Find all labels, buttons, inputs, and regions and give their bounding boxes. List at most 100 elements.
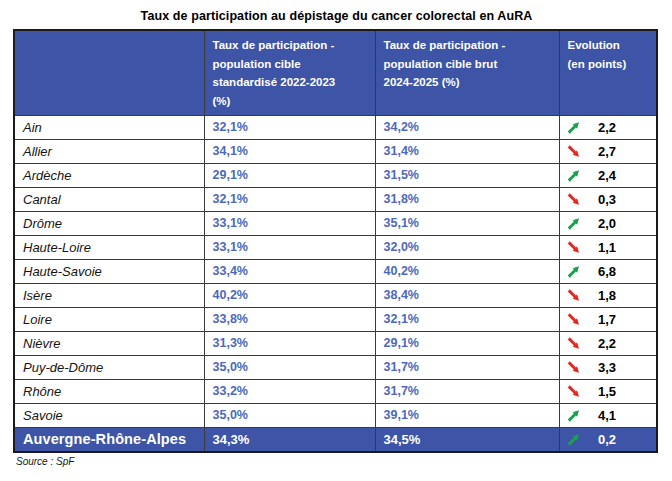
evolution-cell: 2,2 bbox=[559, 115, 657, 139]
rate-brut: 31,5% bbox=[375, 163, 559, 187]
rate-standardized: 33,1% bbox=[204, 235, 375, 259]
trend-down-arrow-icon bbox=[566, 360, 581, 375]
table-body: Ain 32,1% 34,2% 2,2 Allier 34,1% 31,4% 2… bbox=[14, 115, 657, 427]
table-row: Haute-Loire 33,1% 32,0% 1,1 bbox=[14, 235, 657, 259]
rate-brut: 31,8% bbox=[375, 187, 559, 211]
department-name: Ardèche bbox=[14, 163, 204, 187]
rate-standardized: 40,2% bbox=[204, 283, 375, 307]
trend-down-arrow-icon bbox=[566, 288, 581, 303]
rate-brut: 34,2% bbox=[375, 115, 559, 139]
rate-standardized: 34,1% bbox=[204, 139, 375, 163]
table-row: Rhône 33,2% 31,7% 1,5 bbox=[14, 379, 657, 403]
evolution-value: 2,4 bbox=[598, 168, 616, 183]
rate-brut: 32,0% bbox=[375, 235, 559, 259]
rate-brut: 29,1% bbox=[375, 331, 559, 355]
total-evolution-cell: 0,2 bbox=[559, 427, 657, 452]
evolution-cell: 3,3 bbox=[559, 355, 657, 379]
evolution-cell: 2,7 bbox=[559, 139, 657, 163]
rate-brut: 31,7% bbox=[375, 355, 559, 379]
trend-down-arrow-icon bbox=[566, 312, 581, 327]
department-name: Rhône bbox=[14, 379, 204, 403]
evolution-cell: 1,5 bbox=[559, 379, 657, 403]
trend-up-arrow-icon bbox=[566, 216, 581, 231]
evolution-value: 4,1 bbox=[598, 408, 616, 423]
data-table: Taux de participation - population cible… bbox=[13, 29, 658, 453]
trend-down-arrow-icon bbox=[566, 192, 581, 207]
rate-standardized: 33,1% bbox=[204, 211, 375, 235]
trend-up-arrow-icon bbox=[566, 168, 581, 183]
header-row: Taux de participation - population cible… bbox=[14, 30, 657, 115]
header-cell-evolution: Evolution (en points) bbox=[559, 30, 657, 115]
table-row: Ain 32,1% 34,2% 2,2 bbox=[14, 115, 657, 139]
rate-brut: 35,1% bbox=[375, 211, 559, 235]
department-name: Ain bbox=[14, 115, 204, 139]
rate-brut: 31,7% bbox=[375, 379, 559, 403]
evolution-cell: 1,7 bbox=[559, 307, 657, 331]
evolution-value: 0,2 bbox=[598, 432, 616, 447]
figure-page: Taux de participation au dépistage du ca… bbox=[0, 0, 672, 481]
department-name: Isère bbox=[14, 283, 204, 307]
rate-standardized: 32,1% bbox=[204, 115, 375, 139]
rate-standardized: 33,4% bbox=[204, 259, 375, 283]
table-row: Nièvre 31,3% 29,1% 2,2 bbox=[14, 331, 657, 355]
department-name: Nièvre bbox=[14, 331, 204, 355]
trend-down-arrow-icon bbox=[566, 240, 581, 255]
table-row: Haute-Savoie 33,4% 40,2% 6,8 bbox=[14, 259, 657, 283]
region-name: Auvergne-Rhône-Alpes bbox=[14, 427, 204, 452]
evolution-value: 2,7 bbox=[598, 144, 616, 159]
table-row: Ardèche 29,1% 31,5% 2,4 bbox=[14, 163, 657, 187]
evolution-value: 2,2 bbox=[598, 336, 616, 351]
rate-standardized: 33,2% bbox=[204, 379, 375, 403]
trend-up-arrow-icon bbox=[566, 264, 581, 279]
department-name: Savoie bbox=[14, 403, 204, 427]
department-name: Puy-de-Dôme bbox=[14, 355, 204, 379]
rate-brut: 38,4% bbox=[375, 283, 559, 307]
header-cell-brut-rate: Taux de participation - population cible… bbox=[375, 30, 559, 115]
trend-down-arrow-icon bbox=[566, 144, 581, 159]
trend-down-arrow-icon bbox=[566, 384, 581, 399]
total-rate-brut: 34,5% bbox=[375, 427, 559, 452]
evolution-value: 0,3 bbox=[598, 192, 616, 207]
evolution-cell: 2,4 bbox=[559, 163, 657, 187]
page-title: Taux de participation au dépistage du ca… bbox=[13, 9, 660, 23]
trend-down-arrow-icon bbox=[566, 336, 581, 351]
evolution-cell: 6,8 bbox=[559, 259, 657, 283]
rate-brut: 32,1% bbox=[375, 307, 559, 331]
evolution-value: 2,2 bbox=[598, 120, 616, 135]
rate-standardized: 32,1% bbox=[204, 187, 375, 211]
header-cell-standardized-rate: Taux de participation - population cible… bbox=[204, 30, 375, 115]
trend-up-arrow-icon bbox=[566, 432, 581, 447]
evolution-cell: 2,0 bbox=[559, 211, 657, 235]
rate-standardized: 35,0% bbox=[204, 355, 375, 379]
total-rate-standardized: 34,3% bbox=[204, 427, 375, 452]
table-row: Loire 33,8% 32,1% 1,7 bbox=[14, 307, 657, 331]
evolution-value: 2,0 bbox=[598, 216, 616, 231]
rate-standardized: 31,3% bbox=[204, 331, 375, 355]
evolution-value: 1,7 bbox=[598, 312, 616, 327]
department-name: Haute-Savoie bbox=[14, 259, 204, 283]
evolution-cell: 4,1 bbox=[559, 403, 657, 427]
trend-up-arrow-icon bbox=[566, 408, 581, 423]
table-row: Allier 34,1% 31,4% 2,7 bbox=[14, 139, 657, 163]
trend-up-arrow-icon bbox=[566, 120, 581, 135]
rate-brut: 40,2% bbox=[375, 259, 559, 283]
table-row: Cantal 32,1% 31,8% 0,3 bbox=[14, 187, 657, 211]
evolution-value: 3,3 bbox=[598, 360, 616, 375]
rate-brut: 31,4% bbox=[375, 139, 559, 163]
department-name: Loire bbox=[14, 307, 204, 331]
evolution-value: 6,8 bbox=[598, 264, 616, 279]
table-row: Puy-de-Dôme 35,0% 31,7% 3,3 bbox=[14, 355, 657, 379]
table-row: Drôme 33,1% 35,1% 2,0 bbox=[14, 211, 657, 235]
evolution-cell: 1,8 bbox=[559, 283, 657, 307]
table-row: Savoie 35,0% 39,1% 4,1 bbox=[14, 403, 657, 427]
total-row: Auvergne-Rhône-Alpes 34,3% 34,5% 0,2 bbox=[14, 427, 657, 452]
department-name: Allier bbox=[14, 139, 204, 163]
evolution-value: 1,5 bbox=[598, 384, 616, 399]
rate-standardized: 29,1% bbox=[204, 163, 375, 187]
evolution-cell: 1,1 bbox=[559, 235, 657, 259]
rate-brut: 39,1% bbox=[375, 403, 559, 427]
department-name: Haute-Loire bbox=[14, 235, 204, 259]
evolution-cell: 2,2 bbox=[559, 331, 657, 355]
department-name: Drôme bbox=[14, 211, 204, 235]
rate-standardized: 35,0% bbox=[204, 403, 375, 427]
